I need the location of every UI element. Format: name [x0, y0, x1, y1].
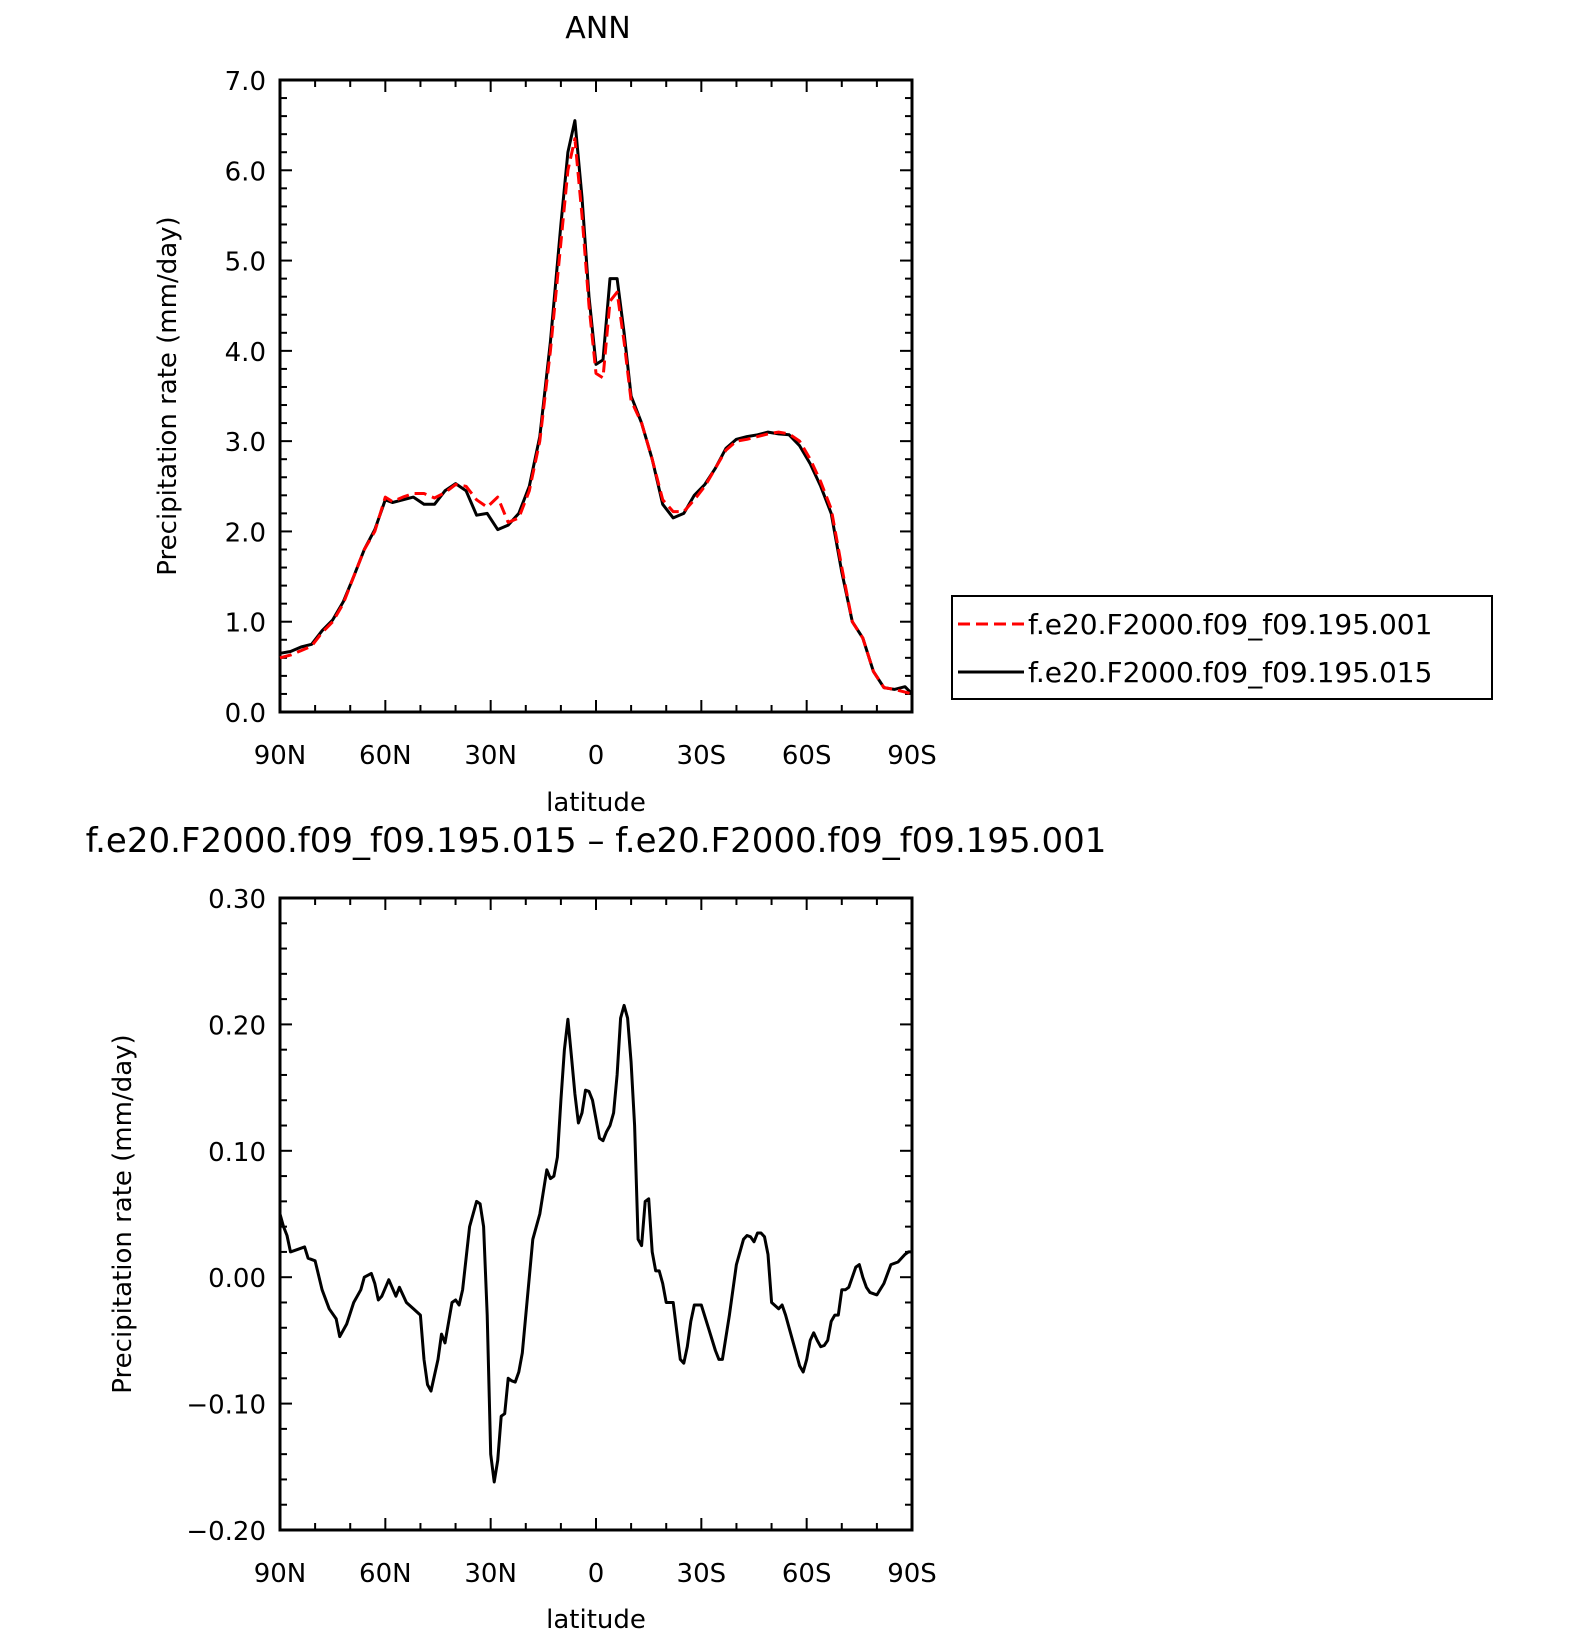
bottom-series-lines — [278, 1003, 912, 1484]
bottom-series-line-1 — [278, 1003, 912, 1484]
legend-box — [951, 595, 1493, 700]
bottom-y-tick-label: −0.10 — [186, 1391, 266, 1421]
bottom-chart-title: f.e20.F2000.f09_f09.195.015 – f.e20.F200… — [86, 821, 1107, 861]
bottom-x-tick-label: 60S — [782, 1559, 832, 1589]
top-plot-frame — [278, 78, 914, 714]
bottom-x-tick-label: 90S — [887, 1559, 937, 1589]
bottom-y-axis-label: Precipitation rate (mm/day) — [108, 1034, 138, 1393]
top-x-tick-label: 90S — [887, 741, 937, 771]
top-x-tick-label: 0 — [588, 741, 605, 771]
bottom-x-tick-label: 30N — [464, 1559, 517, 1589]
bottom-x-tick-label: 30S — [677, 1559, 727, 1589]
top-y-tick-label: 3.0 — [225, 428, 266, 458]
top-y-tick-labels: 0.0 1.0 2.0 3.0 4.0 5.0 6.0 7.0 — [225, 67, 266, 729]
top-x-tick-label: 90N — [254, 741, 307, 771]
bottom-x-tick-labels: 90N 60N 30N 0 30S 60S 90S — [254, 1559, 937, 1589]
bottom-y-tick-label: 0.20 — [208, 1011, 266, 1041]
top-x-axis-label: latitude — [546, 788, 646, 818]
bottom-x-tick-label: 90N — [254, 1559, 307, 1589]
top-y-axis-label: Precipitation rate (mm/day) — [153, 216, 183, 575]
top-x-tick-label: 30S — [677, 741, 727, 771]
bottom-y-tick-label: 0.30 — [208, 885, 266, 915]
bottom-y-tick-labels: −0.20 −0.10 0.00 0.10 0.20 0.30 — [186, 885, 266, 1547]
bottom-x-axis-label: latitude — [546, 1605, 646, 1635]
top-y-tick-label: 1.0 — [225, 609, 266, 639]
top-y-tick-label: 6.0 — [225, 157, 266, 187]
top-series-line-2 — [279, 119, 914, 695]
top-series-lines — [279, 119, 914, 696]
top-y-tick-label: 2.0 — [225, 518, 266, 548]
top-y-tick-label: 4.0 — [225, 338, 266, 368]
top-x-tick-label: 60N — [359, 741, 412, 771]
bottom-panel: f.e20.F2000.f09_f09.195.015 – f.e20.F200… — [86, 821, 1107, 1635]
bottom-y-tick-label: −0.20 — [186, 1517, 266, 1547]
bottom-y-tick-label: 0.10 — [208, 1138, 266, 1168]
bottom-axis-ticks — [279, 897, 913, 1531]
top-panel: ANN 90N 60N 30N 0 30S 60S 90S 0.0 1.0 2.0 3.0 4.0 5… — [153, 11, 1493, 818]
legend: f.e20.F2000.f09_f09.195.001 f.e20.F2000.… — [951, 595, 1493, 700]
top-y-tick-label: 5.0 — [225, 248, 266, 278]
top-x-tick-label: 60S — [782, 741, 832, 771]
legend-label-series-1: f.e20.F2000.f09_f09.195.001 — [1028, 608, 1432, 641]
bottom-y-tick-label: 0.00 — [208, 1264, 266, 1294]
top-y-tick-label: 7.0 — [225, 67, 266, 97]
bottom-plot-frame — [278, 896, 914, 1532]
legend-label-series-2: f.e20.F2000.f09_f09.195.015 — [1028, 656, 1432, 689]
bottom-x-tick-label: 0 — [588, 1559, 605, 1589]
top-y-tick-label: 0.0 — [225, 699, 266, 729]
top-axis-ticks — [279, 79, 913, 713]
top-series-line-1 — [279, 137, 913, 696]
bottom-x-tick-label: 60N — [359, 1559, 412, 1589]
top-x-tick-labels: 90N 60N 30N 0 30S 60S 90S — [254, 741, 937, 771]
top-chart-title: ANN — [565, 11, 630, 46]
top-x-tick-label: 30N — [464, 741, 517, 771]
